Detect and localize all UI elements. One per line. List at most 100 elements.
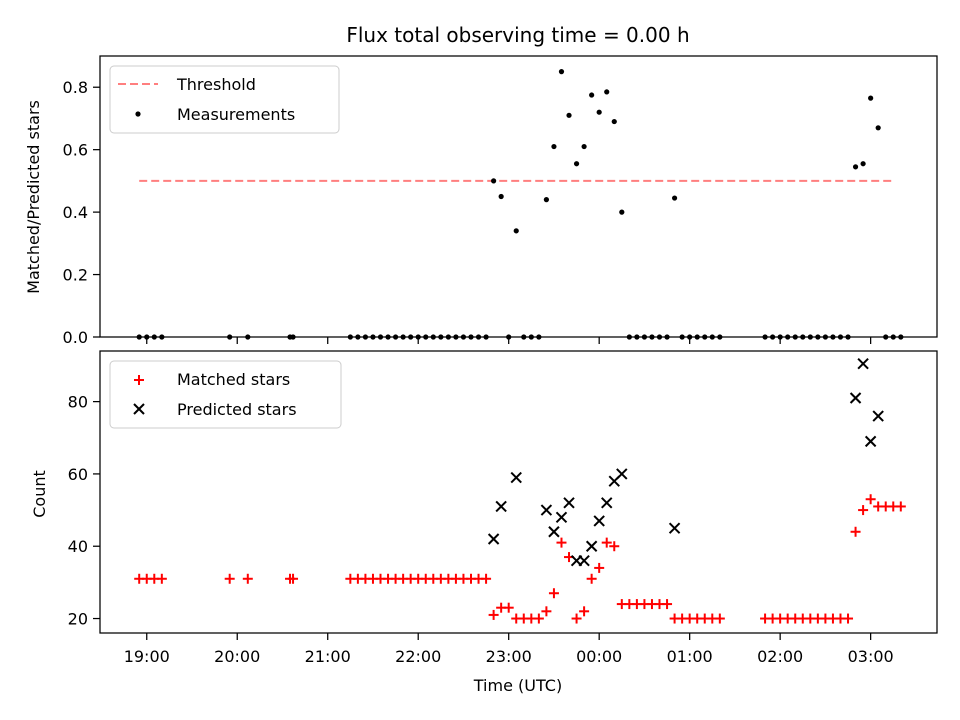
- predicted-star-point: [616, 468, 628, 480]
- measurement-point: [573, 161, 580, 167]
- measurement-point: [671, 195, 678, 201]
- measurement-point: [611, 118, 617, 125]
- matched-star-point: [224, 573, 235, 584]
- matched-star-point: [288, 573, 299, 584]
- top-y-axis-label: Matched/Predicted stars: [24, 100, 43, 294]
- matched-star-point: [843, 613, 854, 624]
- x-tick-label: 21:00: [305, 647, 351, 666]
- x-tick-label: 02:00: [757, 647, 803, 666]
- matched-star-point: [601, 537, 612, 548]
- x-tick-label: 23:00: [486, 647, 532, 666]
- bottom-plot-panel: 20 40 60 80 19:00 20:00 21:00 22:00 23:00 00:00 0…: [30, 350, 938, 695]
- predicted-star-point: [555, 511, 568, 524]
- predicted-star-point: [487, 533, 500, 545]
- matched-star-point: [481, 573, 492, 584]
- predicted-star-point: [578, 554, 590, 567]
- top-y-ticks: 0.0 0.2 0.4 0.6 0.8: [63, 78, 100, 347]
- predicted-star-point: [872, 410, 884, 422]
- y-tick-label: 0.0: [63, 328, 88, 347]
- bottom-legend: Matched stars Predicted stars: [109, 360, 342, 429]
- measurement-point: [875, 125, 881, 131]
- matched-star-point: [242, 573, 253, 584]
- matched-star-point: [156, 573, 167, 584]
- bottom-legend-box: [109, 360, 342, 429]
- measurement-point: [498, 193, 504, 200]
- predicted-star-point: [563, 497, 575, 509]
- measurement-point: [596, 109, 602, 115]
- y-tick-label: 0.6: [63, 141, 88, 160]
- bottom-x-ticks: 19:00 20:00 21:00 22:00 23:00 00:00 01:00 02:00…: [124, 633, 894, 666]
- measurement-point: [581, 143, 587, 150]
- legend-predicted-label: Predicted stars: [177, 400, 297, 419]
- y-tick-label: 20: [68, 610, 88, 629]
- y-tick-label: 40: [68, 537, 88, 556]
- measurement-point: [513, 228, 519, 234]
- predicted-star-point: [601, 497, 613, 509]
- top-legend: Threshold Measurements: [109, 65, 340, 134]
- matched-star-point: [571, 613, 582, 624]
- y-tick-label: 0.8: [63, 78, 88, 97]
- matched-star-point: [858, 505, 869, 516]
- bottom-x-axis-label: Time (UTC): [473, 676, 562, 695]
- x-tick-label: 19:00: [124, 647, 170, 666]
- predicted-star-point: [510, 471, 522, 484]
- matched-star-point: [488, 609, 499, 620]
- predicted-star-point: [668, 522, 681, 534]
- legend-predicted-swatch: [133, 403, 145, 415]
- legend-threshold-label: Threshold: [176, 75, 256, 94]
- measurement-point: [566, 112, 572, 118]
- bottom-y-axis-label: Count: [30, 470, 49, 518]
- top-plot-frame: [99, 55, 938, 338]
- predicted-star-point: [585, 540, 598, 552]
- matched-star-point: [865, 494, 876, 505]
- x-tick-label: 20:00: [214, 647, 260, 666]
- measurement-point: [604, 89, 610, 95]
- matched-star-point: [548, 588, 559, 599]
- matched-star-point: [586, 573, 597, 584]
- measurement-point: [619, 209, 625, 215]
- measurement-point: [551, 143, 557, 150]
- legend-matched-label: Matched stars: [177, 370, 290, 389]
- y-tick-label: 0.4: [63, 203, 88, 222]
- predicted-star-point: [849, 392, 862, 404]
- y-tick-label: 60: [68, 465, 88, 484]
- top-plot-panel: 0.00.20.40.60.8 Matched/Predicted stars …: [24, 55, 938, 347]
- predicted-star-point: [864, 435, 877, 448]
- legend-matched-swatch: [134, 375, 144, 385]
- matched-star-point: [533, 613, 544, 624]
- measurement-point: [543, 197, 550, 203]
- measurement-point: [860, 161, 866, 167]
- matched-star-point: [541, 606, 552, 617]
- x-tick-label: 01:00: [667, 647, 713, 666]
- matched-star-point: [579, 606, 590, 617]
- matched-star-point: [556, 537, 567, 548]
- measurement-point: [868, 95, 874, 101]
- matched-star-point: [594, 562, 605, 573]
- x-tick-label: 03:00: [848, 647, 894, 666]
- predicted-star-point: [548, 526, 560, 538]
- matched-star-point: [662, 599, 673, 610]
- top-x-ticks: [146, 337, 872, 344]
- x-tick-label: 22:00: [395, 647, 441, 666]
- predicted-star-point: [495, 500, 507, 513]
- x-tick-label: 00:00: [576, 647, 622, 666]
- measurement-point: [491, 178, 497, 184]
- predicted-star-point: [857, 357, 869, 370]
- legend-measurements-swatch: [135, 111, 141, 117]
- measurement-point: [558, 69, 565, 75]
- y-tick-label: 80: [68, 393, 88, 412]
- predicted-star-point: [540, 504, 553, 516]
- top-legend-box: [109, 65, 340, 134]
- matched-star-point: [850, 526, 861, 537]
- legend-measurements-label: Measurements: [177, 105, 295, 124]
- matched-star-point: [895, 501, 906, 512]
- bottom-plot-frame: [99, 350, 938, 634]
- predicted-star-point: [593, 515, 605, 527]
- bottom-y-ticks: 20 40 60 80: [68, 393, 100, 629]
- bottom-data-marks: [134, 357, 906, 624]
- measurement-point: [852, 164, 859, 170]
- matched-star-point: [503, 602, 514, 613]
- y-tick-label: 0.2: [63, 266, 88, 285]
- matched-star-point: [609, 541, 620, 552]
